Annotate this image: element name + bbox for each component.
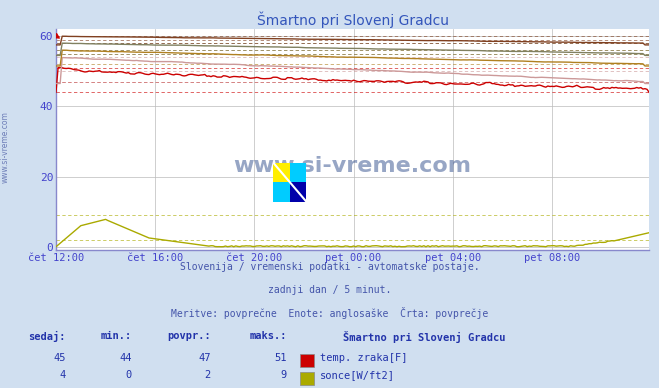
Bar xyxy=(300,354,314,367)
Text: sedaj:: sedaj: xyxy=(28,331,66,342)
Text: www.si-vreme.com: www.si-vreme.com xyxy=(233,156,472,176)
Text: zadnji dan / 5 minut.: zadnji dan / 5 minut. xyxy=(268,285,391,295)
Text: 9: 9 xyxy=(281,371,287,381)
Text: temp. zraka[F]: temp. zraka[F] xyxy=(320,353,407,363)
Text: 44: 44 xyxy=(119,353,132,363)
Text: Šmartno pri Slovenj Gradcu: Šmartno pri Slovenj Gradcu xyxy=(343,331,505,343)
Text: Meritve: povprečne  Enote: anglosaške  Črta: povprečje: Meritve: povprečne Enote: anglosaške Črt… xyxy=(171,307,488,319)
Text: 51: 51 xyxy=(274,353,287,363)
Bar xyxy=(300,372,314,385)
Text: 47: 47 xyxy=(198,353,211,363)
Bar xyxy=(290,163,306,182)
Text: maks.:: maks.: xyxy=(249,331,287,341)
Text: Slovenija / vremenski podatki - avtomatske postaje.: Slovenija / vremenski podatki - avtomats… xyxy=(180,262,479,272)
Text: 4: 4 xyxy=(60,371,66,381)
Text: www.si-vreme.com: www.si-vreme.com xyxy=(1,111,10,184)
Text: 2: 2 xyxy=(205,371,211,381)
Bar xyxy=(273,182,290,202)
Bar xyxy=(290,182,306,202)
Text: sonce[W/ft2]: sonce[W/ft2] xyxy=(320,371,395,381)
Text: 0: 0 xyxy=(126,371,132,381)
Text: 45: 45 xyxy=(53,353,66,363)
Bar xyxy=(273,163,290,182)
Text: min.:: min.: xyxy=(101,331,132,341)
Text: Šmartno pri Slovenj Gradcu: Šmartno pri Slovenj Gradcu xyxy=(256,12,449,28)
Text: povpr.:: povpr.: xyxy=(167,331,211,341)
